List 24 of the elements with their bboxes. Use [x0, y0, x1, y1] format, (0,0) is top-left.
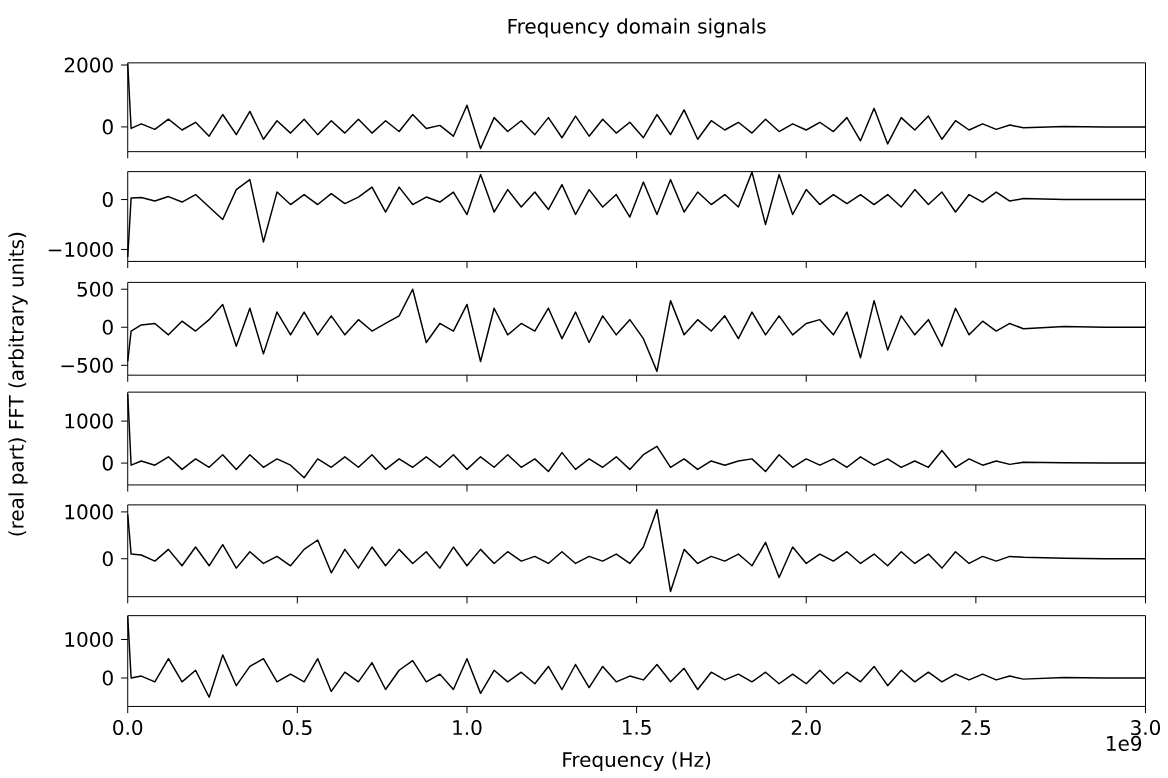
y-tick-label: −500	[61, 357, 113, 374]
y-tick-label: −1000	[48, 242, 113, 258]
x-tick-label: 1.0	[453, 720, 482, 736]
y-tick-label: 1000	[65, 632, 113, 648]
y-tick-label: 0	[102, 192, 113, 208]
y-tick-label: 0	[102, 319, 113, 335]
x-tick-label: 2.5	[961, 720, 990, 736]
text: 1e9	[1107, 736, 1142, 752]
x-tick-label: 2.0	[791, 720, 821, 736]
y-tick-label: 2000	[64, 57, 113, 73]
x-axis-title: Frequency (Hz)	[563, 751, 711, 772]
y-axis-title: (real part) FFT (arbitrary units)	[8, 233, 28, 536]
x-tick-label: 3.0	[1131, 720, 1161, 736]
y-tick-label: 1000	[65, 413, 113, 429]
y-tick-label: 500	[77, 281, 113, 297]
x-tick-label: 0.0	[113, 720, 143, 736]
y-tick-label: 0	[102, 551, 113, 567]
x-tick-label: 1.5	[622, 720, 651, 736]
y-tick-label: 0	[102, 670, 113, 686]
y-tick-label: 1000	[65, 504, 113, 520]
y-tick-label: 0	[102, 119, 113, 135]
chart-title: Frequency domain signals	[508, 18, 766, 38]
y-tick-label: 0	[102, 455, 113, 471]
x-tick-label: 0.5	[282, 720, 312, 736]
